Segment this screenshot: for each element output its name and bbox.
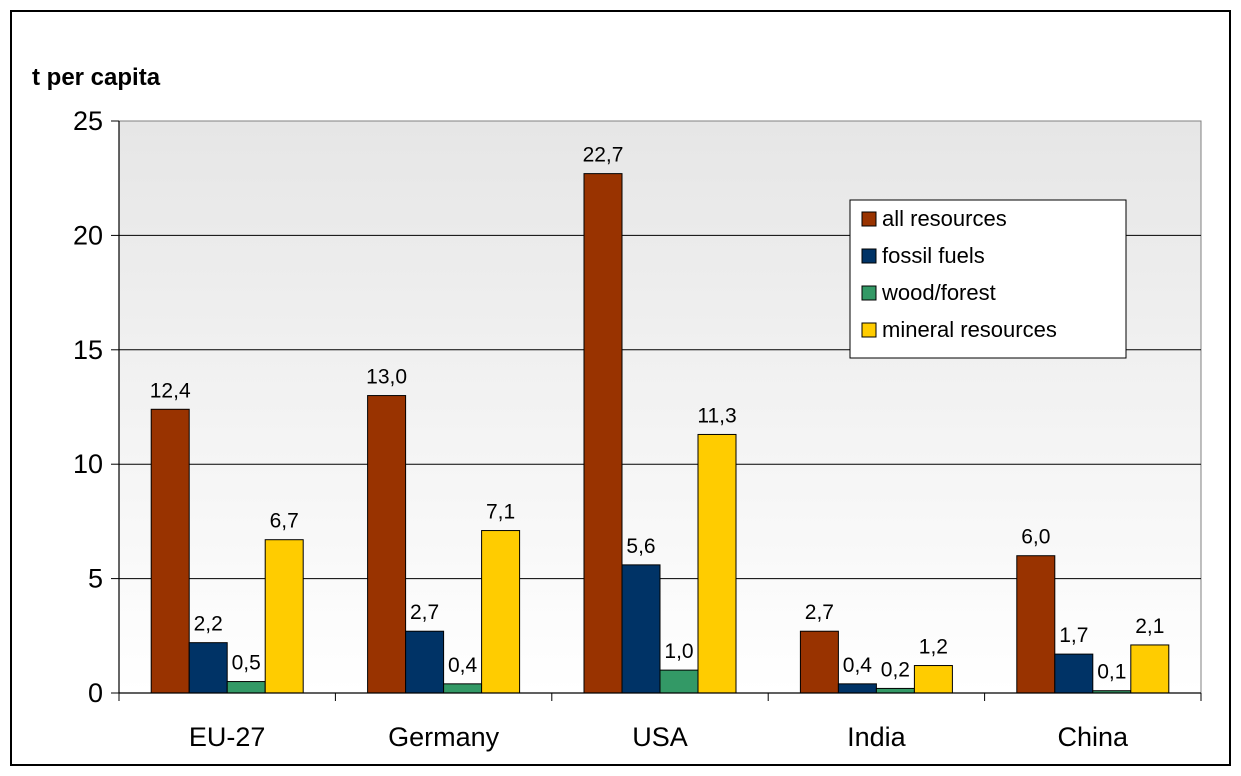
data-label: 6,0 — [1021, 526, 1050, 549]
legend-label: all resources — [882, 206, 1007, 231]
data-label: 12,4 — [150, 379, 191, 402]
y-tick-label: 25 — [73, 106, 103, 136]
data-label: 2,2 — [194, 613, 223, 636]
bar — [1016, 555, 1056, 694]
data-label: 13,0 — [366, 366, 407, 389]
bar — [583, 173, 623, 694]
bar — [188, 642, 228, 694]
bar — [264, 539, 304, 694]
data-label: 11,3 — [697, 404, 736, 427]
y-tick-label: 20 — [73, 220, 103, 250]
bar — [226, 681, 266, 694]
bar — [405, 630, 445, 694]
y-tick-label: 5 — [88, 564, 103, 594]
legend-swatch — [861, 211, 877, 227]
data-label: 5,6 — [626, 535, 655, 558]
data-label: 0,4 — [843, 654, 873, 677]
x-tick-label: EU-27 — [189, 722, 266, 752]
data-label: 0,5 — [232, 652, 261, 675]
bar — [481, 530, 521, 694]
x-tick-label: USA — [632, 722, 688, 752]
y-tick-label: 15 — [73, 335, 103, 365]
data-label: 22,7 — [583, 144, 624, 167]
data-label: 0,1 — [1097, 661, 1126, 684]
data-label: 0,4 — [448, 654, 478, 677]
data-label: 0,2 — [881, 658, 910, 681]
legend-swatch — [861, 285, 877, 301]
data-label: 2,7 — [410, 601, 439, 624]
data-label: 1,0 — [664, 640, 693, 663]
bar — [913, 665, 953, 694]
data-label: 7,1 — [486, 501, 515, 524]
legend-label: fossil fuels — [882, 243, 985, 268]
bar — [659, 669, 699, 694]
legend-swatch — [861, 248, 877, 264]
x-tick-label: China — [1058, 722, 1130, 752]
bar — [367, 395, 407, 694]
bar — [1130, 644, 1170, 694]
legend-box — [849, 199, 1127, 359]
data-label: 1,2 — [919, 636, 948, 659]
bar — [837, 683, 877, 694]
data-label: 2,1 — [1135, 615, 1164, 638]
legend-swatch — [861, 322, 877, 338]
y-tick-label: 10 — [73, 449, 103, 479]
bar — [150, 408, 190, 694]
y-tick-label: 0 — [88, 678, 103, 708]
data-label: 6,7 — [270, 510, 299, 533]
data-label: 2,7 — [805, 601, 834, 624]
x-tick-label: Germany — [388, 722, 500, 752]
legend-label: mineral resources — [882, 317, 1057, 342]
legend: all resources fossil fuels wood/forest mine… — [849, 199, 1127, 359]
legend-label: wood/forest — [881, 280, 996, 305]
bar — [799, 630, 839, 694]
data-label: 1,7 — [1059, 624, 1088, 647]
bar — [697, 433, 737, 694]
x-tick-label: India — [847, 722, 907, 752]
bar — [443, 683, 483, 694]
y-axis-label: t per capita — [32, 64, 161, 91]
bar — [621, 564, 661, 694]
bar — [875, 687, 915, 694]
bar — [1054, 653, 1094, 694]
